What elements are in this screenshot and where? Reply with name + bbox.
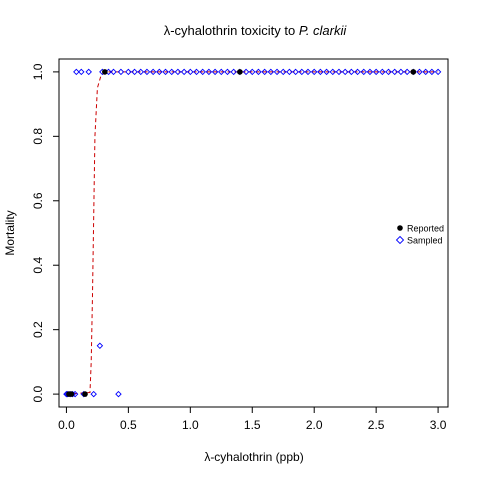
y-tick-label: 0.0 [31,385,45,402]
sampled-point [73,68,80,76]
sampled-point [255,68,262,76]
sampled-point [162,68,169,76]
sampled-point [218,68,225,76]
sampled-point [90,390,97,398]
sampled-point [174,68,182,76]
reported-point [68,391,75,397]
sampled-point [117,68,125,76]
sampled-point [143,68,151,76]
legend-reported-marker [397,225,403,231]
sampled-point [168,68,175,76]
sampled-point [180,68,188,76]
y-tick-label: 1.0 [31,63,45,80]
sampled-point [360,68,367,76]
reported-point [237,69,243,75]
reported-point [82,391,88,397]
sampled-point [242,68,250,76]
sampled-point [391,68,398,76]
sampled-point [304,68,312,76]
sampled-point [261,68,268,76]
sampled-point [348,68,355,76]
x-tick-label: 1.0 [182,418,199,432]
sampled-point [224,68,231,76]
sampled-point [249,68,256,76]
sampled-point [379,68,386,76]
sampled-point [372,68,380,76]
x-tick-label: 2.0 [306,418,323,432]
y-tick-label: 0.2 [31,321,45,338]
legend-sampled-label: Sampled [407,236,443,246]
y-tick-label: 0.4 [31,257,45,274]
sampled-point [317,68,324,76]
sampled-point [422,68,429,76]
sampled-point [131,68,138,76]
sampled-point [310,68,318,76]
sampled-point [403,68,411,76]
sampled-point [211,68,219,76]
sampled-point [110,68,117,76]
sampled-point [298,68,306,76]
sampled-point [354,68,361,76]
sampled-point [125,68,132,76]
x-axis-label: λ-cyhalothrin (ppb) [204,450,303,464]
sampled-point [416,68,423,76]
legend: Reported Sampled [395,224,444,246]
y-tick-label: 0.8 [31,128,45,145]
x-tick-label: 2.5 [368,418,385,432]
sampled-point [286,68,293,76]
sampled-point [85,68,92,76]
sampled-point [428,68,436,76]
sampled-point [267,68,275,76]
sampled-point [115,390,122,398]
legend-reported-label: Reported [407,224,444,234]
sampled-point [137,68,145,76]
sampled-point [273,68,281,76]
chart-title-prefix: λ-cyhalothrin toxicity to [164,23,299,38]
sampled-point [187,68,194,76]
y-tick-label: 0.6 [31,192,45,209]
sampled-point [329,68,337,76]
sampled-point [156,68,163,76]
reported-point [102,69,108,75]
chart-title-species: P. clarkii [299,23,348,38]
legend-sampled-marker [395,235,405,245]
x-tick-label: 0.5 [120,418,137,432]
sampled-point [199,68,206,76]
sampled-point [149,68,157,76]
sampled-point [96,342,104,350]
sampled-point [230,68,237,76]
sampled-point [385,68,392,76]
sampled-point [279,68,287,76]
plot-area: 0.0 0.5 1.0 1.5 2.0 2.5 3.0 0.0 0.2 0.4 0.6 0.8 1.0 [31,63,447,432]
sampled-point [434,68,442,76]
x-tick-label: 1.5 [244,418,261,432]
reported-point [410,69,417,75]
chart-title: λ-cyhalothrin toxicity to P. clarkii [164,23,348,38]
sampled-point [335,68,343,76]
y-axis-label: Mortality [3,210,17,255]
sampled-point [397,68,405,76]
sampled-point [78,68,85,76]
x-tick-label: 3.0 [430,418,447,432]
sampled-point [366,68,374,76]
x-tick-label: 0.0 [58,418,75,432]
sampled-point [323,68,330,76]
plot-frame [58,58,449,408]
sampled-point [193,68,200,76]
sampled-point [341,68,349,76]
sampled-point [205,68,213,76]
sampled-point [292,68,299,76]
